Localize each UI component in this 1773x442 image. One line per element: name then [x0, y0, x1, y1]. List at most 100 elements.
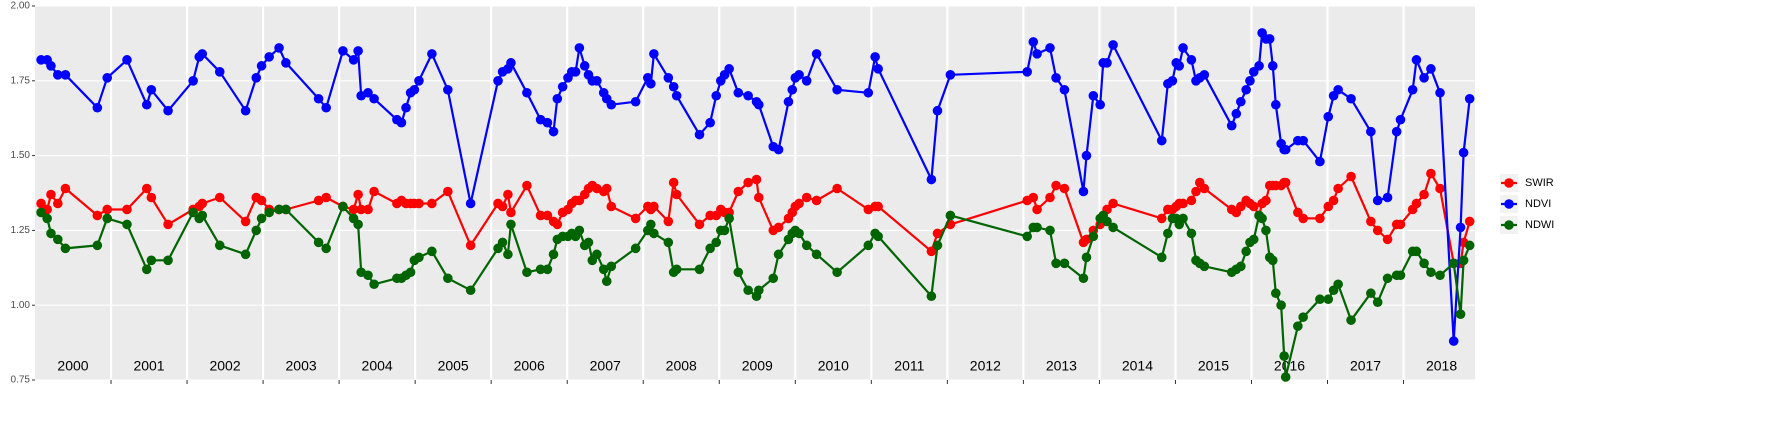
point	[1346, 315, 1356, 325]
point	[427, 198, 437, 209]
point	[1174, 61, 1185, 71]
point	[592, 249, 602, 260]
point	[1108, 198, 1118, 209]
point	[369, 279, 379, 290]
point	[1236, 96, 1246, 107]
point	[1045, 192, 1055, 203]
point	[1315, 213, 1325, 224]
point	[663, 73, 674, 83]
point	[122, 204, 132, 215]
point	[53, 198, 63, 209]
point	[801, 192, 812, 203]
point	[579, 61, 590, 71]
point	[1199, 183, 1210, 194]
point	[630, 243, 641, 254]
point	[465, 240, 476, 251]
point	[926, 174, 937, 185]
point	[197, 49, 208, 59]
point	[705, 117, 715, 128]
point	[1022, 231, 1032, 242]
point	[522, 180, 532, 191]
point	[522, 87, 532, 98]
point	[801, 76, 812, 86]
point	[1382, 234, 1393, 245]
point	[46, 228, 56, 239]
point	[264, 207, 274, 218]
point	[583, 237, 594, 248]
point	[274, 204, 284, 215]
point	[649, 228, 659, 239]
point	[1088, 231, 1099, 242]
point	[1163, 228, 1173, 239]
year-label: 2001	[133, 358, 164, 374]
point	[321, 192, 331, 203]
point	[1455, 222, 1466, 233]
point	[671, 90, 682, 101]
point	[535, 210, 546, 221]
point	[1051, 73, 1061, 83]
point	[671, 189, 682, 200]
point	[1045, 225, 1055, 236]
point	[1178, 43, 1188, 53]
point	[1028, 37, 1039, 47]
point	[503, 249, 513, 260]
point	[46, 189, 56, 200]
point	[1226, 120, 1237, 131]
point	[163, 219, 173, 230]
point	[598, 264, 609, 275]
point	[1078, 186, 1089, 197]
point	[1231, 108, 1242, 119]
point	[1108, 222, 1118, 233]
point	[1366, 288, 1376, 299]
point	[811, 249, 822, 260]
point	[214, 67, 225, 77]
point	[1372, 297, 1383, 308]
point	[630, 213, 641, 224]
point	[945, 70, 956, 80]
point	[705, 243, 715, 254]
point	[1267, 255, 1278, 266]
point	[1261, 195, 1271, 206]
point	[274, 43, 284, 53]
point	[606, 201, 617, 212]
point	[401, 102, 411, 113]
point	[1419, 73, 1429, 83]
point	[873, 201, 883, 212]
point	[1241, 84, 1251, 95]
point	[787, 84, 798, 95]
point	[281, 204, 291, 215]
point	[522, 267, 532, 278]
point	[1280, 144, 1291, 155]
point	[348, 204, 359, 215]
point	[141, 264, 152, 275]
point	[932, 228, 943, 239]
point	[369, 186, 379, 197]
point	[1455, 309, 1466, 319]
point	[1280, 177, 1291, 188]
point	[754, 192, 764, 203]
point	[1248, 234, 1259, 245]
point	[1271, 288, 1281, 299]
point	[552, 93, 563, 104]
point	[646, 78, 656, 89]
point	[146, 84, 157, 95]
point	[427, 246, 437, 257]
point	[264, 52, 274, 62]
year-label: 2017	[1350, 358, 1381, 374]
point	[122, 55, 132, 65]
point	[163, 255, 173, 266]
point	[60, 70, 71, 80]
y-tick-label: 2.00	[11, 1, 31, 12]
point	[570, 67, 581, 77]
year-label: 2008	[666, 358, 697, 374]
point	[363, 87, 373, 98]
point	[1245, 76, 1255, 86]
point	[414, 198, 424, 209]
legend-label: NDVI	[1525, 198, 1551, 210]
point	[926, 291, 937, 302]
point	[873, 64, 883, 74]
point	[313, 93, 324, 104]
point	[694, 129, 705, 140]
point	[321, 243, 331, 254]
point	[240, 249, 251, 260]
